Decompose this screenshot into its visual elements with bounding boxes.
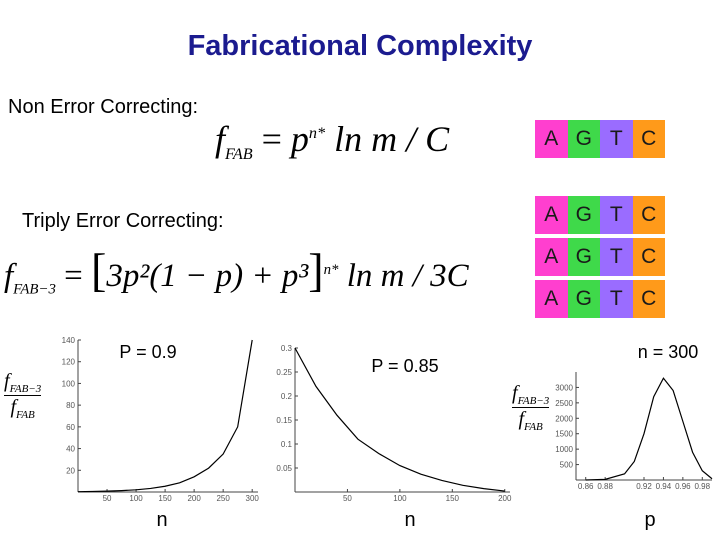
formula-part: n*: [308, 124, 326, 142]
y-tick-label: 1000: [555, 445, 573, 454]
formula: fFAB = pn* ln m / C: [215, 118, 449, 164]
base: C: [632, 120, 665, 158]
y-tick-label: 0.2: [281, 392, 293, 401]
formula-part: n*: [323, 262, 339, 278]
y-tick-label: 0.15: [276, 416, 292, 425]
formula-part: f: [4, 258, 14, 294]
y-tick-label: 0.25: [276, 368, 292, 377]
base: T: [600, 280, 633, 318]
x-tick-label: 100: [129, 494, 143, 503]
base: C: [632, 238, 665, 276]
base: A: [535, 196, 568, 234]
ratio-part: f: [10, 396, 17, 418]
base: T: [600, 120, 633, 158]
y-tick-label: 0.3: [281, 344, 293, 353]
ratio-part: f: [518, 408, 525, 430]
formula-part: FAB−3: [13, 281, 56, 298]
x-tick-label: 0.98: [694, 482, 710, 491]
y-tick-label: 20: [66, 466, 75, 475]
line: [77, 339, 253, 493]
line: [585, 377, 713, 481]
x-tick-label: 200: [187, 494, 201, 503]
formula-part: [: [91, 245, 107, 296]
formula-part: f: [215, 119, 226, 159]
chart-title: P = 0.9: [119, 342, 176, 362]
y-tick-label: 80: [66, 401, 75, 410]
ratio-part: FAB−3: [517, 395, 550, 407]
ratio-part: f: [512, 382, 518, 404]
ratio-label: fFAB−3 fFAB: [512, 382, 550, 433]
y-tick-label: 2000: [555, 414, 573, 423]
line: [294, 347, 505, 492]
base: T: [600, 238, 633, 276]
formula: fFAB−3 = [3p²(1 − p) + p³]n* ln m / 3C: [4, 244, 469, 299]
ratio-part: FAB: [16, 409, 35, 421]
formula-part: p: [290, 119, 309, 159]
x-tick-label: 150: [158, 494, 172, 503]
chart-title: P = 0.85: [371, 356, 438, 376]
y-tick-label: 1500: [555, 430, 573, 439]
y-tick-label: 3000: [555, 383, 573, 392]
chart-title: n = 300: [638, 342, 699, 362]
y-tick-label: 2500: [555, 399, 573, 408]
y-tick-label: 40: [66, 445, 75, 454]
base: A: [535, 238, 568, 276]
x-tick-label: 0.92: [636, 482, 652, 491]
base: G: [567, 238, 600, 276]
section-label: Triply Error Correcting:: [22, 210, 224, 232]
y-tick-label: 0.05: [276, 464, 292, 473]
x-axis-label: n: [404, 509, 415, 531]
x-tick-label: 0.94: [656, 482, 672, 491]
ratio-part: f: [4, 370, 10, 392]
ratio-part: FAB: [524, 421, 543, 433]
ratio-part: FAB−3: [9, 383, 42, 395]
base: A: [535, 280, 568, 318]
x-tick-label: 50: [343, 494, 352, 503]
formula-part: =: [261, 119, 282, 159]
base: G: [567, 196, 600, 234]
x-tick-label: 150: [446, 494, 460, 503]
x-tick-label: 50: [103, 494, 112, 503]
formula-part: ln m / C: [334, 119, 450, 159]
base: G: [567, 280, 600, 318]
x-axis-label: n: [156, 509, 167, 531]
ratio-label: fFAB−3 fFAB: [4, 370, 42, 421]
y-tick-label: 0.1: [281, 440, 293, 449]
x-tick-label: 0.96: [675, 482, 691, 491]
base: T: [600, 196, 633, 234]
base: A: [535, 120, 568, 158]
x-tick-label: 0.86: [578, 482, 594, 491]
formula-part: =: [64, 258, 83, 294]
x-tick-label: 250: [216, 494, 230, 503]
section-label: Non Error Correcting:: [8, 96, 199, 118]
formula-part: ]: [308, 245, 324, 296]
base: G: [567, 120, 600, 158]
y-tick-label: 120: [62, 358, 76, 367]
y-tick-label: 60: [66, 423, 75, 432]
formula-part: FAB: [225, 145, 253, 164]
x-tick-label: 200: [498, 494, 512, 503]
base: C: [632, 196, 665, 234]
x-axis-label: p: [644, 509, 655, 531]
formula-part: ln m / 3C: [346, 258, 469, 294]
x-tick-label: 100: [393, 494, 407, 503]
formula-part: 3p²(1 − p) + p³: [106, 258, 309, 294]
base: C: [632, 280, 665, 318]
x-tick-label: 0.88: [597, 482, 613, 491]
title: Fabricational Complexity: [187, 30, 533, 62]
y-tick-label: 140: [62, 336, 76, 345]
x-tick-label: 300: [246, 494, 260, 503]
y-tick-label: 500: [560, 461, 574, 470]
y-tick-label: 100: [62, 379, 76, 388]
